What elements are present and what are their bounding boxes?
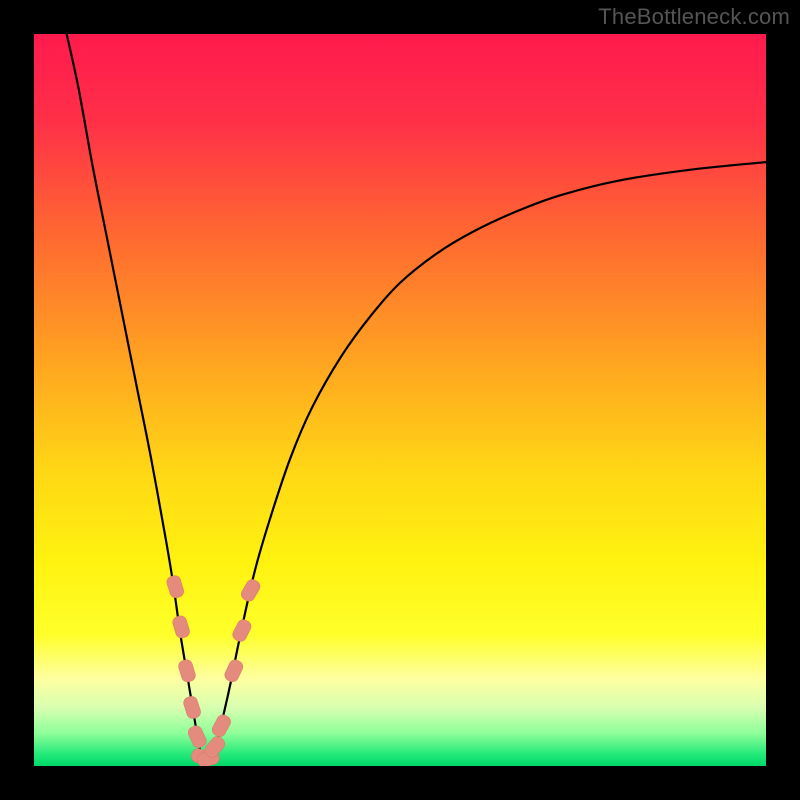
chart-canvas: TheBottleneck.com — [0, 0, 800, 800]
gradient-background — [34, 34, 766, 766]
chart-svg — [0, 0, 800, 800]
plot-area — [34, 19, 766, 768]
watermark-text: TheBottleneck.com — [598, 4, 790, 30]
